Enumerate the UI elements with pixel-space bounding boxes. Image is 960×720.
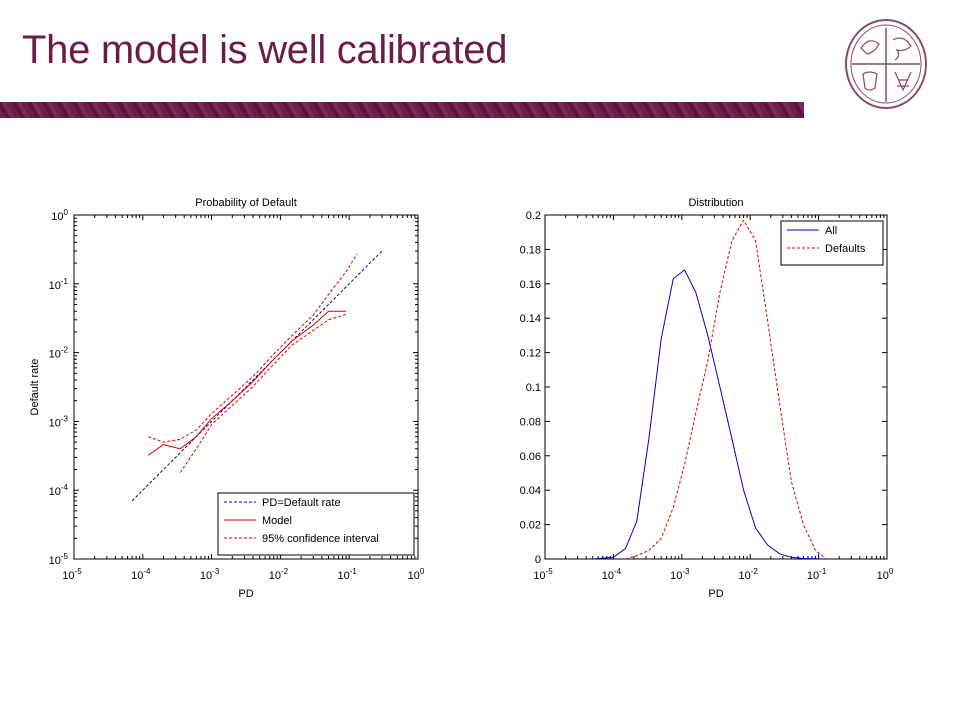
legend-box bbox=[780, 220, 884, 266]
x-axis-label: PD bbox=[708, 588, 723, 600]
y-tick-label: 0.06 bbox=[520, 451, 541, 463]
title-underline-band bbox=[0, 102, 804, 118]
chart-title: Distribution bbox=[688, 197, 743, 209]
series-line-pd-default-rate bbox=[131, 250, 383, 502]
y-tick-label: 0.12 bbox=[520, 348, 541, 360]
plot-frame bbox=[544, 214, 888, 560]
y-tick-label: 0.02 bbox=[520, 520, 541, 532]
y-tick-label: 10-2 bbox=[49, 346, 69, 361]
legend: PD=Default rate Model 95% confidence inter… bbox=[217, 492, 415, 556]
x-axis-label: PD bbox=[238, 588, 253, 600]
y-tick-label: 10-5 bbox=[49, 552, 69, 567]
x-tick-label: 10-1 bbox=[338, 567, 358, 582]
x-tick-label: 10-2 bbox=[739, 567, 759, 582]
pd-plot: Probability of Default PD Default rate 10-5… bbox=[29, 197, 425, 600]
slide-title: The model is well calibrated bbox=[22, 28, 508, 72]
x-tick-label: 10-1 bbox=[807, 567, 827, 582]
legend: All Defaults bbox=[780, 220, 884, 266]
legend-entry: PD=Default rate bbox=[262, 497, 341, 509]
y-tick-label: 0.2 bbox=[526, 210, 541, 222]
university-seal-logo bbox=[845, 19, 927, 109]
y-tick-label: 0.04 bbox=[520, 485, 541, 497]
x-tick-label: 100 bbox=[408, 567, 425, 582]
legend-box bbox=[217, 492, 415, 556]
y-tick-label: 0.18 bbox=[520, 244, 541, 256]
y-tick-label: 0.16 bbox=[520, 279, 541, 291]
y-tick-label: 100 bbox=[51, 208, 68, 223]
x-tick-label: 10-3 bbox=[200, 567, 220, 582]
legend-entry: 95% confidence interval bbox=[262, 533, 379, 545]
distribution-plot: Distribution PD 10-5 10-4 10-3 10-2 10-1 100 0 0.… bbox=[520, 197, 894, 600]
x-tick-label: 100 bbox=[877, 567, 894, 582]
legend-entry: Model bbox=[262, 515, 292, 527]
y-tick-label: 10-4 bbox=[49, 483, 69, 498]
y-tick-label: 0.1 bbox=[526, 382, 541, 394]
y-axis-label: Default rate bbox=[29, 359, 41, 416]
x-tick-label: 10-3 bbox=[670, 567, 690, 582]
x-tick-label: 10-5 bbox=[533, 567, 553, 582]
series-line-defaults bbox=[625, 219, 827, 559]
y-tick-label: 0.14 bbox=[520, 313, 541, 325]
series-line-95-confidence-interval bbox=[148, 253, 358, 443]
x-tick-label: 10-4 bbox=[602, 567, 622, 582]
chart-title: Probability of Default bbox=[195, 197, 297, 209]
y-tick-label: 0 bbox=[535, 554, 541, 566]
x-tick-label: 10-2 bbox=[269, 567, 289, 582]
series-line-all bbox=[592, 269, 827, 559]
y-tick-label: 0.08 bbox=[520, 416, 541, 428]
x-tick-label: 10-5 bbox=[62, 567, 82, 582]
y-tick-label: 10-1 bbox=[49, 277, 69, 292]
legend-entry: All bbox=[825, 225, 837, 237]
legend-entry: Defaults bbox=[825, 243, 866, 255]
series-line-ci-lower bbox=[179, 313, 347, 473]
series-line-model bbox=[147, 310, 347, 456]
x-tick-label: 10-4 bbox=[131, 567, 151, 582]
y-tick-label: 10-3 bbox=[49, 414, 69, 429]
